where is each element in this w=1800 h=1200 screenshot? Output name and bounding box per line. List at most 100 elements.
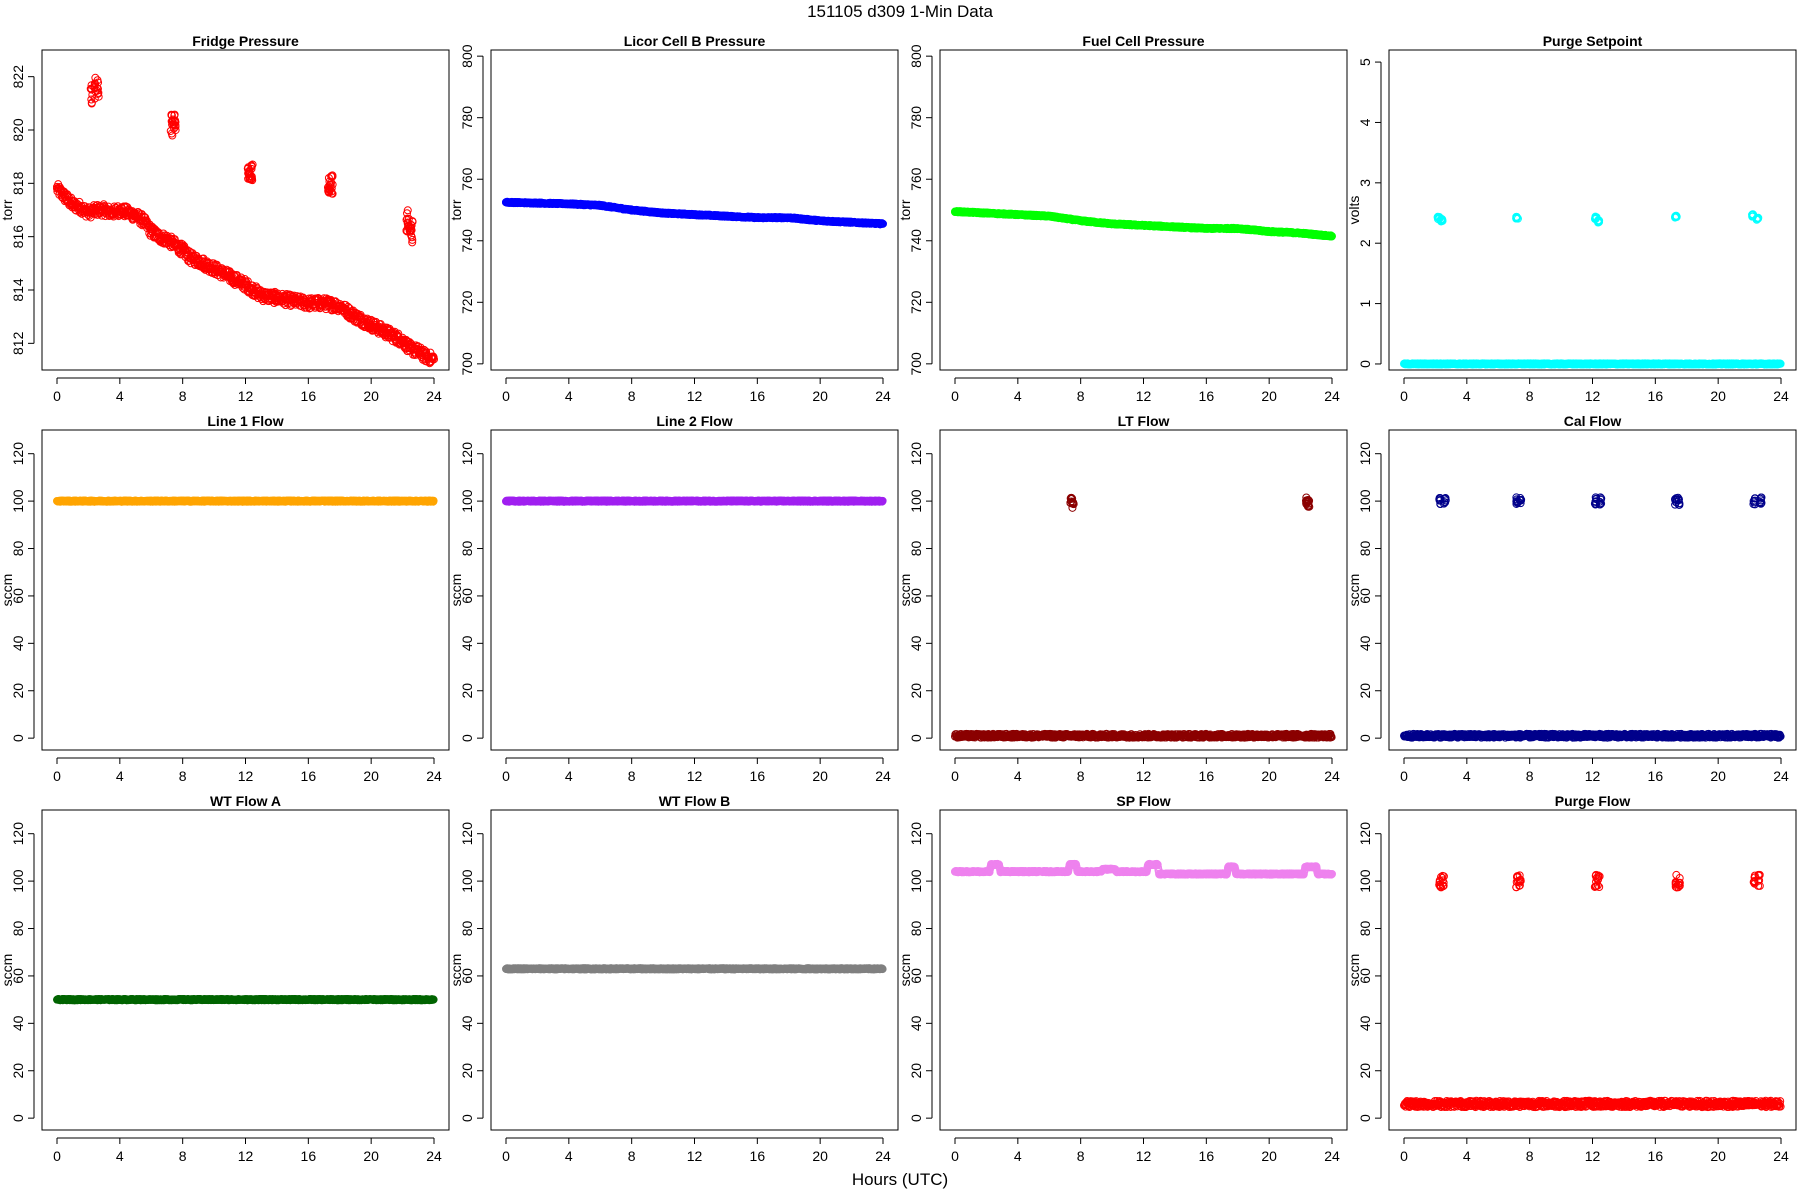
data-series bbox=[166, 110, 180, 140]
x-tick-label: 0 bbox=[1400, 388, 1408, 404]
data-series bbox=[951, 207, 1336, 241]
data-point bbox=[147, 227, 156, 236]
chart-title: Fuel Cell Pressure bbox=[1082, 33, 1204, 49]
chart-title: Line 1 Flow bbox=[207, 413, 283, 429]
y-tick-label: 0 bbox=[10, 734, 26, 742]
x-tick-label: 24 bbox=[1773, 388, 1789, 404]
y-tick-label: 740 bbox=[908, 229, 924, 253]
data-point bbox=[155, 232, 164, 241]
data-series bbox=[53, 496, 438, 506]
x-tick-label: 12 bbox=[687, 388, 703, 404]
page-title: 151105 d309 1-Min Data bbox=[807, 2, 993, 21]
y-tick-label: 0 bbox=[1357, 360, 1373, 368]
y-tick-label: 800 bbox=[908, 44, 924, 68]
x-tick-label: 12 bbox=[238, 388, 254, 404]
x-tick-label: 24 bbox=[426, 768, 442, 784]
x-tick-label: 8 bbox=[628, 388, 636, 404]
x-tick-label: 12 bbox=[238, 768, 254, 784]
chart-title: Purge Setpoint bbox=[1543, 33, 1643, 49]
plot-frame bbox=[490, 49, 899, 371]
y-tick-label: 40 bbox=[10, 635, 26, 651]
y-tick-label: 780 bbox=[908, 106, 924, 130]
y-tick-label: 80 bbox=[10, 541, 26, 557]
x-tick-label: 0 bbox=[502, 388, 510, 404]
x-tick-label: 8 bbox=[1526, 388, 1534, 404]
y-tick-label: 760 bbox=[459, 167, 475, 191]
y-tick-label: 816 bbox=[10, 225, 26, 249]
x-tick-label: 4 bbox=[116, 388, 124, 404]
data-point bbox=[60, 192, 69, 201]
x-tick-label: 20 bbox=[1710, 388, 1726, 404]
y-tick-label: 100 bbox=[10, 489, 26, 513]
x-tick-label: 16 bbox=[1648, 388, 1664, 404]
plot-frame bbox=[41, 429, 450, 751]
data-point bbox=[186, 254, 195, 262]
chart-title: Licor Cell B Pressure bbox=[624, 33, 766, 49]
plot-frame bbox=[1388, 49, 1797, 371]
x-tick-label: 20 bbox=[363, 768, 379, 784]
x-tick-label: 4 bbox=[1463, 388, 1471, 404]
data-series bbox=[86, 73, 103, 108]
x-tick-label: 16 bbox=[301, 388, 317, 404]
data-series bbox=[1433, 210, 1763, 227]
x-tick-label: 4 bbox=[565, 388, 573, 404]
y-tick-label: 814 bbox=[10, 278, 26, 302]
data-series bbox=[53, 180, 438, 368]
y-axis-label: volts bbox=[1346, 196, 1362, 225]
data-point bbox=[123, 208, 132, 217]
x-tick-label: 20 bbox=[1261, 388, 1277, 404]
y-tick-label: 4 bbox=[1357, 118, 1373, 126]
x-tick-label: 20 bbox=[812, 388, 828, 404]
y-tick-label: 740 bbox=[459, 229, 475, 253]
data-series bbox=[402, 206, 417, 247]
y-axis-label: torr bbox=[0, 199, 15, 220]
chart-title: Fridge Pressure bbox=[192, 33, 299, 49]
data-point bbox=[178, 246, 187, 254]
y-tick-label: 2 bbox=[1357, 239, 1373, 247]
x-tick-label: 24 bbox=[426, 388, 442, 404]
y-tick-label: 720 bbox=[908, 290, 924, 314]
y-tick-label: 3 bbox=[1357, 179, 1373, 187]
data-point bbox=[84, 208, 93, 217]
y-tick-label: 700 bbox=[908, 352, 924, 376]
data-point bbox=[131, 211, 140, 220]
y-tick-label: 760 bbox=[908, 167, 924, 191]
data-point bbox=[76, 203, 85, 212]
y-tick-label: 818 bbox=[10, 171, 26, 195]
data-point bbox=[100, 206, 109, 214]
x-tick-label: 0 bbox=[53, 388, 61, 404]
x-tick-label: 16 bbox=[750, 388, 766, 404]
y-tick-label: 120 bbox=[10, 442, 26, 466]
y-axis-label: torr bbox=[448, 199, 464, 220]
x-tick-label: 8 bbox=[1077, 388, 1085, 404]
data-point bbox=[241, 280, 250, 289]
data-series bbox=[1400, 359, 1785, 369]
data-point bbox=[194, 256, 203, 265]
data-series bbox=[243, 160, 257, 185]
data-point bbox=[53, 184, 61, 193]
x-tick-label: 16 bbox=[1199, 388, 1215, 404]
data-point bbox=[75, 197, 84, 206]
x-tick-label: 12 bbox=[1585, 388, 1601, 404]
x-tick-label: 8 bbox=[179, 768, 187, 784]
data-point bbox=[140, 213, 149, 222]
data-point bbox=[162, 235, 171, 244]
data-point bbox=[225, 272, 234, 281]
data-point bbox=[92, 206, 101, 214]
x-tick-label: 12 bbox=[1136, 388, 1152, 404]
y-tick-label: 820 bbox=[10, 118, 26, 142]
y-tick-label: 60 bbox=[10, 588, 26, 604]
x-tick-label: 24 bbox=[875, 388, 891, 404]
data-point bbox=[115, 206, 124, 214]
x-tick-label: 4 bbox=[1014, 388, 1022, 404]
x-tick-label: 0 bbox=[53, 768, 61, 784]
x-tick-label: 20 bbox=[363, 388, 379, 404]
y-axis-label: torr bbox=[897, 199, 913, 220]
x-tick-label: 8 bbox=[179, 388, 187, 404]
data-series bbox=[323, 171, 337, 198]
